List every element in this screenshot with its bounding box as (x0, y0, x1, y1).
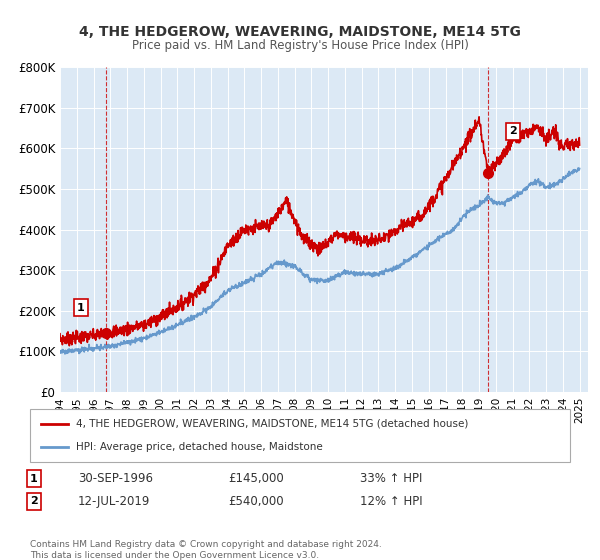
FancyBboxPatch shape (30, 409, 570, 462)
Text: Contains HM Land Registry data © Crown copyright and database right 2024.
This d: Contains HM Land Registry data © Crown c… (30, 540, 382, 560)
Text: HPI: Average price, detached house, Maidstone: HPI: Average price, detached house, Maid… (76, 442, 323, 452)
Text: £145,000: £145,000 (228, 472, 284, 486)
Text: Price paid vs. HM Land Registry's House Price Index (HPI): Price paid vs. HM Land Registry's House … (131, 39, 469, 52)
Text: 33% ↑ HPI: 33% ↑ HPI (360, 472, 422, 486)
Text: 30-SEP-1996: 30-SEP-1996 (78, 472, 153, 486)
Text: 2: 2 (30, 496, 38, 506)
Text: 12-JUL-2019: 12-JUL-2019 (78, 494, 151, 508)
Text: 1: 1 (30, 474, 38, 484)
Text: 2: 2 (509, 126, 517, 136)
Text: 4, THE HEDGEROW, WEAVERING, MAIDSTONE, ME14 5TG: 4, THE HEDGEROW, WEAVERING, MAIDSTONE, M… (79, 25, 521, 39)
Text: 12% ↑ HPI: 12% ↑ HPI (360, 494, 422, 508)
Text: 4, THE HEDGEROW, WEAVERING, MAIDSTONE, ME14 5TG (detached house): 4, THE HEDGEROW, WEAVERING, MAIDSTONE, M… (76, 419, 468, 429)
Text: £540,000: £540,000 (228, 494, 284, 508)
Text: 1: 1 (77, 303, 85, 313)
